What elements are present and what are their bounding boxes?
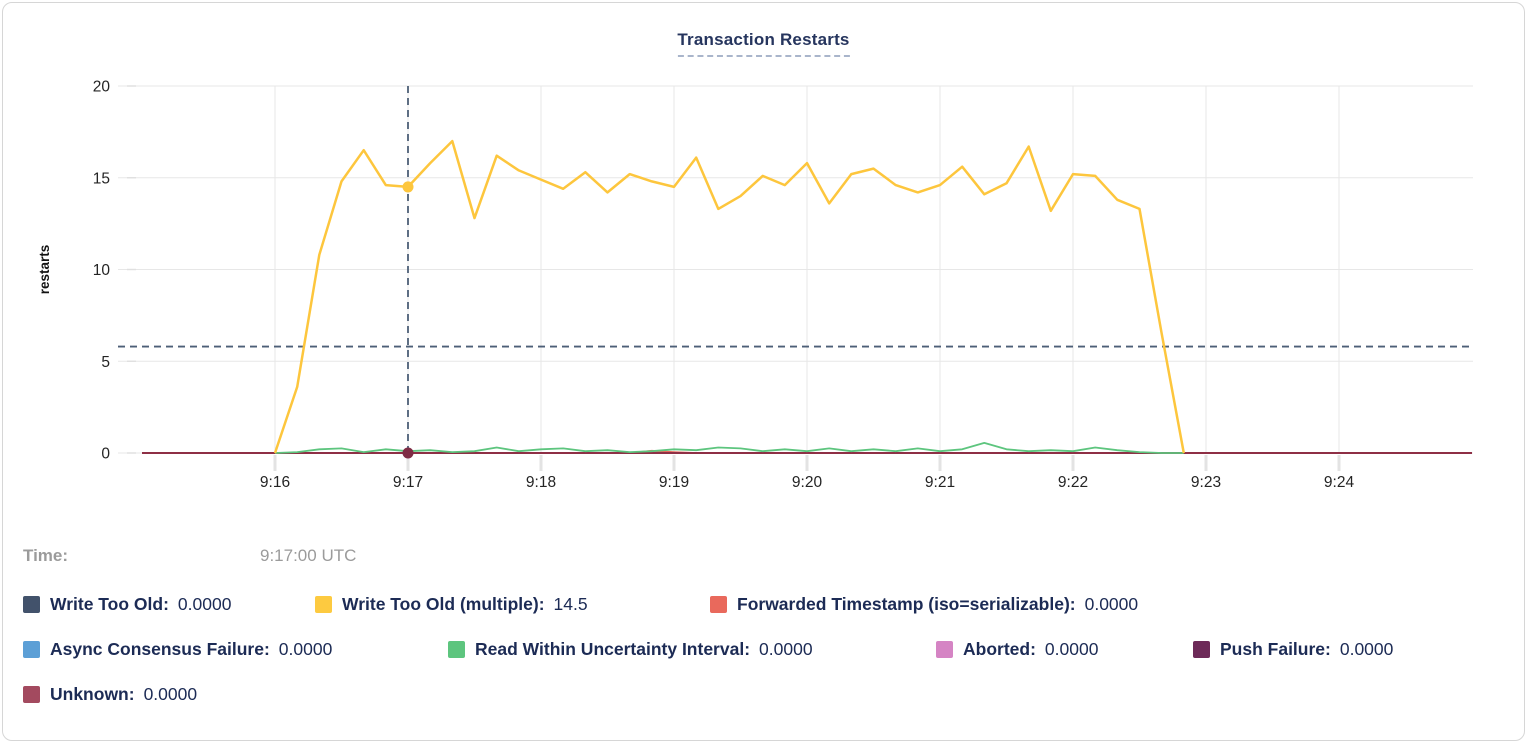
legend-item-read-within-uncertainty-interval: Read Within Uncertainty Interval: 0.0000 [448,639,813,660]
legend-item-write-too-old: Write Too Old: 0.0000 [23,594,231,615]
legend-label: Push Failure: [1220,639,1331,659]
legend-value: 14.5 [553,594,588,614]
legend-value: 0.0000 [1044,639,1099,659]
legend-item-unknown: Unknown: 0.0000 [23,684,197,705]
legend-value: 0.0000 [177,594,232,614]
hover-time-value: 9:17:00 UTC [260,546,357,565]
hover-time-row: Time: 9:17:00 UTC [3,546,1524,570]
legend-label: Write Too Old (multiple): [342,594,545,614]
legend-value: 0.0000 [759,639,813,659]
legend-swatch [315,596,332,613]
legend-label: Forwarded Timestamp (iso=serializable): [737,594,1076,614]
legend-item-forwarded-timestamp: Forwarded Timestamp (iso=serializable): … [710,594,1138,615]
legend-swatch [23,686,40,703]
legend-label: Unknown: [50,684,135,704]
x-tick-label: 9:17 [393,474,423,491]
x-tick-label: 9:19 [659,474,689,491]
legend-item-write-too-old-multiple: Write Too Old (multiple): 14.5 [315,594,588,615]
hover-time-label: Time: [23,546,69,565]
legend-value: 0.0000 [1339,639,1394,659]
chart-title[interactable]: Transaction Restarts [677,30,850,57]
legend-swatch [448,641,465,658]
x-tick-label: 9:24 [1324,474,1355,491]
legend-item-push-failure: Push Failure: 0.0000 [1193,639,1393,660]
series-line [273,139,1186,454]
legend-label: Write Too Old: [50,594,169,614]
legend-item-async-consensus-failure: Async Consensus Failure: 0.0000 [23,639,332,660]
legend-label: Async Consensus Failure: [50,639,270,659]
y-tick-label: 20 [93,79,111,96]
y-tick-label: 15 [93,170,110,187]
x-tick-label: 9:16 [260,474,290,491]
hover-dot [402,447,414,459]
series-line [274,441,1184,454]
legend-swatch [936,641,953,658]
chart-canvas[interactable]: 0 5 10 15 20 9:16 9:17 9:18 9:19 9:20 9:21 9:22 9:23… [3,3,1525,523]
legend-value: 0.0000 [143,684,198,704]
legend-value: 0.0000 [1084,594,1139,614]
y-tick-label: 5 [101,354,110,371]
legend-label: Read Within Uncertainty Interval: [475,639,751,659]
legend-label: Aborted: [963,639,1036,659]
x-tick-label: 9:22 [1058,474,1088,491]
y-axis-label: restarts [37,245,52,295]
legend-swatch [1193,641,1210,658]
legend-swatch [23,641,40,658]
x-tick-label: 9:18 [526,474,556,491]
transaction-restarts-chart[interactable]: 0 5 10 15 20 9:16 9:17 9:18 9:19 9:20 9:21 9:22 9:23… [3,3,1525,523]
x-tick-label: 9:20 [792,474,823,491]
legend-item-aborted: Aborted: 0.0000 [936,639,1098,660]
y-tick-label: 10 [93,262,111,279]
x-tick-label: 9:23 [1191,474,1221,491]
legend-swatch [23,596,40,613]
legend-value: 0.0000 [278,639,333,659]
x-tick-label: 9:21 [925,474,955,491]
hover-dot [402,181,414,193]
legend-swatch [710,596,727,613]
y-tick-label: 0 [101,446,110,463]
